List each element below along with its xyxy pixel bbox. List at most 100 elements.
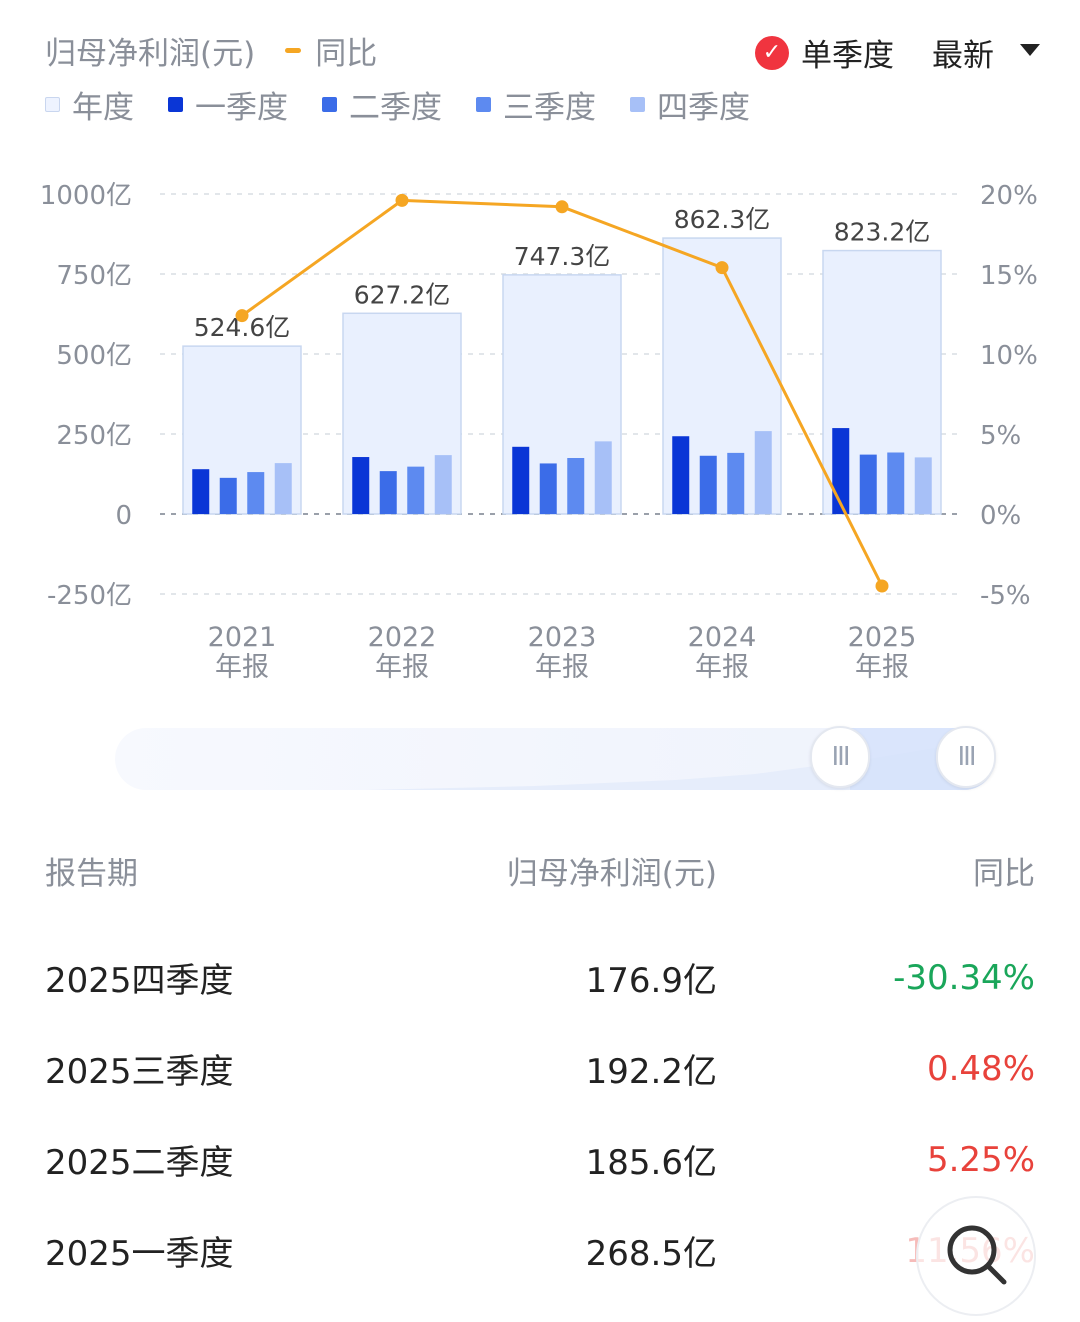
- bar-q4: [914, 457, 932, 514]
- legend-label: 三季度: [503, 90, 596, 126]
- chart-controls: ✓ 单季度 最新: [755, 30, 1040, 75]
- bar-q4: [754, 431, 772, 514]
- profit-chart: 1000亿750亿500亿250亿0-250亿20%15%10%5%0%-5%5…: [40, 181, 1038, 683]
- x-tick-label: 年报: [855, 652, 909, 683]
- legend-swatch-annual: [45, 97, 60, 112]
- slider-handle-left[interactable]: III: [810, 726, 870, 788]
- legend-swatch-q4: [630, 97, 645, 112]
- header-value: 归母净利润(元): [506, 855, 717, 892]
- bar-annual-label: 862.3亿: [674, 205, 771, 234]
- legend-swatch-q3: [476, 97, 491, 112]
- bar-q1: [192, 469, 210, 514]
- yoy-point: [555, 200, 569, 214]
- header-yoy: 同比: [973, 855, 1035, 892]
- legend-label: 一季度: [195, 90, 288, 126]
- table-row[interactable]: 2025一季度 268.5亿 11.56%: [45, 1205, 1035, 1296]
- bar-q2: [859, 454, 877, 514]
- row-value: 185.6亿: [585, 1143, 717, 1183]
- checked-icon[interactable]: ✓: [755, 35, 789, 70]
- data-table: 报告期 归母净利润(元) 同比 2025四季度 176.9亿 -30.34% 2…: [45, 842, 1035, 1296]
- y-left-tick-label: 1000亿: [40, 181, 132, 211]
- row-yoy: 5.25%: [926, 1139, 1035, 1180]
- y-right-tick-label: 20%: [980, 181, 1038, 211]
- yoy-point: [235, 309, 249, 323]
- yoy-legend-swatch: [285, 48, 302, 53]
- latest-dropdown[interactable]: 最新: [932, 38, 994, 74]
- legend-swatch-q2: [322, 97, 337, 112]
- legend-item-q1[interactable]: 一季度: [168, 82, 288, 127]
- slider-handle-right[interactable]: III: [936, 726, 996, 788]
- series-legend: 年度 一季度 二季度 三季度 四季度: [45, 82, 784, 127]
- legend-label: 二季度: [349, 90, 442, 126]
- legend-label: 四季度: [657, 90, 750, 126]
- bar-annual-label: 627.2亿: [354, 280, 451, 309]
- chart-header: 归母净利润(元) 同比: [45, 28, 377, 73]
- bar-q1: [672, 436, 690, 514]
- y-left-tick-label: 500亿: [56, 341, 132, 371]
- x-tick-label: 年报: [535, 652, 589, 683]
- row-yoy: -30.34%: [893, 957, 1035, 998]
- search-icon: [947, 1225, 1007, 1285]
- bar-q3: [727, 452, 745, 514]
- row-period: 2025四季度: [45, 961, 234, 1001]
- y-right-tick-label: 5%: [980, 421, 1021, 451]
- bar-q2: [539, 463, 557, 514]
- x-tick-label: 年报: [375, 652, 429, 683]
- bar-q1: [512, 446, 530, 514]
- table-row[interactable]: 2025二季度 185.6亿 5.25%: [45, 1114, 1035, 1205]
- x-tick-label: 2025: [848, 622, 917, 653]
- yoy-point: [875, 579, 889, 593]
- row-period: 2025一季度: [45, 1234, 234, 1274]
- x-tick-label: 年报: [215, 652, 269, 683]
- bar-q2: [219, 477, 237, 514]
- x-tick-label: 2023: [528, 622, 597, 653]
- y-left-tick-label: 750亿: [56, 261, 132, 291]
- bar-annual-label: 823.2亿: [834, 218, 931, 247]
- y-right-tick-label: 0%: [980, 501, 1021, 531]
- y-right-tick-label: -5%: [980, 581, 1031, 611]
- bar-q2: [379, 471, 397, 514]
- bar-q3: [407, 466, 425, 514]
- x-tick-label: 2021: [208, 622, 277, 653]
- single-quarter-toggle[interactable]: 单季度: [801, 38, 894, 74]
- y-left-tick-label: -250亿: [47, 581, 132, 611]
- row-value: 268.5亿: [585, 1234, 717, 1274]
- bar-q1: [352, 457, 370, 514]
- row-yoy: 0.48%: [926, 1048, 1035, 1089]
- bar-annual-label: 747.3亿: [514, 242, 611, 271]
- bar-q3: [247, 472, 265, 514]
- legend-label: 年度: [72, 90, 134, 126]
- bar-q2: [699, 455, 717, 514]
- y-left-tick-label: 250亿: [56, 421, 132, 451]
- row-value: 176.9亿: [585, 961, 717, 1001]
- row-period: 2025三季度: [45, 1052, 234, 1092]
- x-tick-label: 年报: [695, 652, 749, 683]
- bar-q4: [274, 463, 292, 514]
- bar-q4: [434, 455, 452, 514]
- legend-item-q3[interactable]: 三季度: [476, 82, 596, 127]
- row-value: 192.2亿: [585, 1052, 717, 1092]
- search-button[interactable]: [916, 1196, 1036, 1316]
- bar-q4: [594, 441, 612, 514]
- legend-swatch-q1: [168, 97, 183, 112]
- table-row[interactable]: 2025三季度 192.2亿 0.48%: [45, 1023, 1035, 1114]
- bar-q3: [567, 458, 585, 514]
- header-period: 报告期: [45, 855, 138, 892]
- legend-item-q2[interactable]: 二季度: [322, 82, 442, 127]
- yoy-point: [395, 193, 409, 207]
- x-tick-label: 2022: [368, 622, 437, 653]
- y-right-tick-label: 10%: [980, 341, 1038, 371]
- row-period: 2025二季度: [45, 1143, 234, 1183]
- yoy-legend-label: 同比: [315, 36, 378, 72]
- legend-item-annual[interactable]: 年度: [45, 82, 134, 127]
- yoy-point: [715, 261, 729, 275]
- chevron-down-icon[interactable]: [1020, 43, 1040, 56]
- y-right-tick-label: 15%: [980, 261, 1038, 291]
- table-row[interactable]: 2025四季度 176.9亿 -30.34%: [45, 932, 1035, 1023]
- table-header: 报告期 归母净利润(元) 同比: [45, 842, 1035, 898]
- bar-q3: [887, 452, 905, 514]
- y-left-tick-label: 0: [115, 501, 132, 531]
- legend-item-q4[interactable]: 四季度: [630, 82, 750, 127]
- x-tick-label: 2024: [688, 622, 757, 653]
- metric-title: 归母净利润(元): [45, 36, 256, 72]
